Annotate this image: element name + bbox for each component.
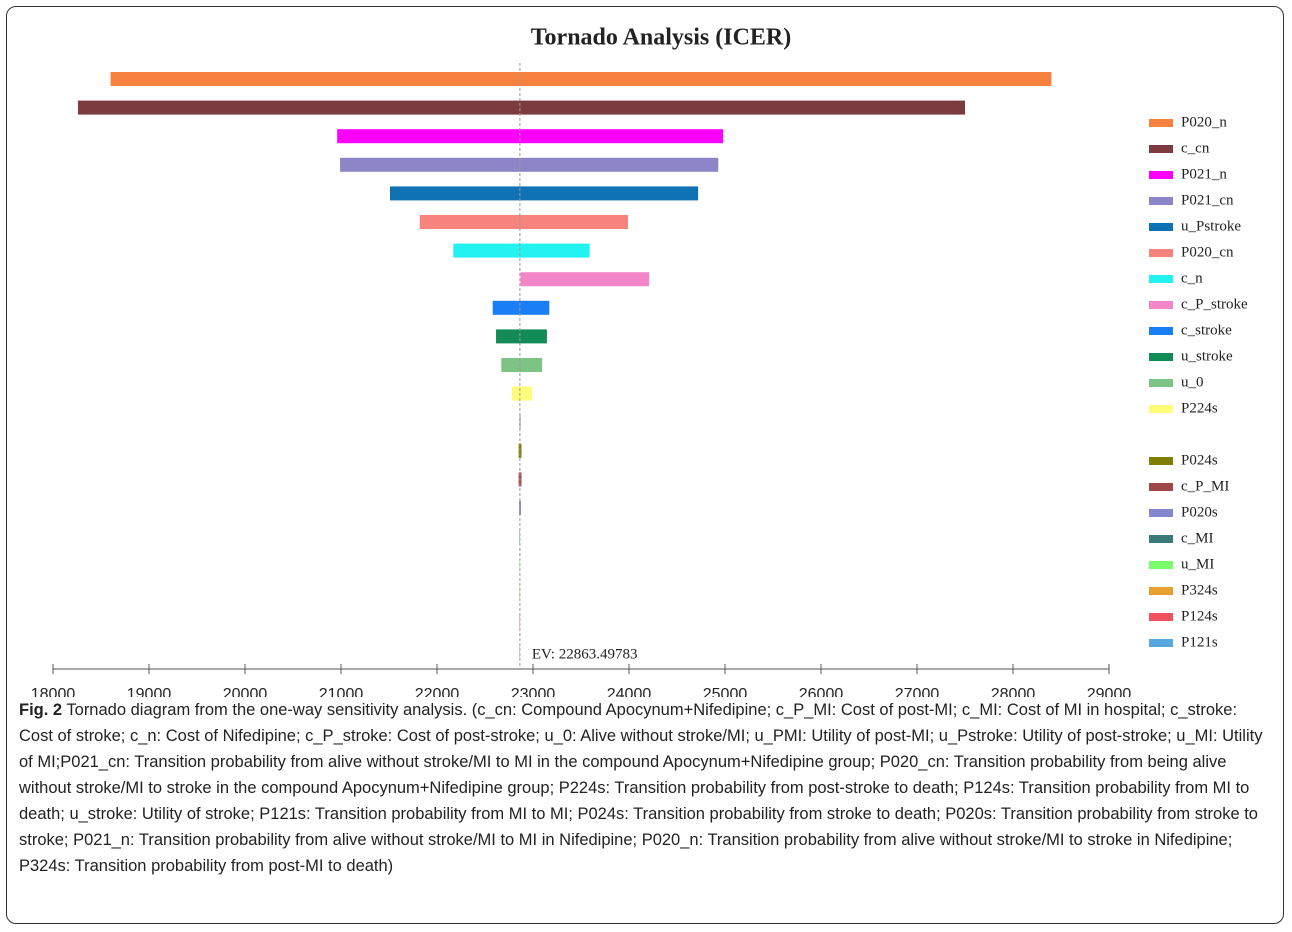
x-tick-label: 22000 <box>415 686 460 697</box>
caption: Fig. 2 Tornado diagram from the one-way … <box>19 697 1274 879</box>
legend-label: u_Pstroke <box>1181 218 1241 234</box>
legend-swatch <box>1149 119 1173 127</box>
x-tick-label: 24000 <box>607 686 652 697</box>
x-tick-label: 23000 <box>511 686 556 697</box>
legend-label: P020_n <box>1181 114 1227 130</box>
legend-swatch <box>1149 145 1173 153</box>
x-tick-label: 25000 <box>703 686 748 697</box>
legend-label: c_cn <box>1181 140 1210 156</box>
bar <box>340 157 719 172</box>
bar <box>453 243 590 258</box>
legend-swatch <box>1149 223 1173 231</box>
legend-label: P324s <box>1181 582 1218 598</box>
legend-label: u_MI <box>1181 556 1214 572</box>
legend-label: u_0 <box>1181 374 1204 390</box>
legend-label: P021_cn <box>1181 192 1234 208</box>
legend-label: c_MI <box>1181 530 1214 546</box>
legend-swatch <box>1149 613 1173 621</box>
legend-swatch <box>1149 587 1173 595</box>
legend-label: P020s <box>1181 504 1218 520</box>
legend-label: P224s <box>1181 400 1218 416</box>
legend-label: P121s <box>1181 634 1218 650</box>
caption-text: Tornado diagram from the one-way sensiti… <box>19 701 1263 875</box>
bar <box>519 415 521 430</box>
legend-swatch <box>1149 249 1173 257</box>
legend-swatch <box>1149 561 1173 569</box>
legend-swatch <box>1149 639 1173 647</box>
legend-swatch <box>1149 197 1173 205</box>
legend-swatch <box>1149 353 1173 361</box>
chart-title: Tornado Analysis (ICER) <box>531 25 792 51</box>
legend-swatch <box>1149 327 1173 335</box>
bar <box>520 272 650 287</box>
bar <box>77 100 965 115</box>
legend-swatch <box>1149 535 1173 543</box>
caption-label: Fig. 2 <box>19 701 63 719</box>
bar <box>501 358 543 372</box>
x-tick-label: 28000 <box>991 686 1036 697</box>
legend-swatch <box>1149 405 1173 413</box>
x-tick-label: 29000 <box>1087 686 1132 697</box>
legend-swatch <box>1149 483 1173 491</box>
legend-swatch <box>1149 301 1173 309</box>
x-tick-label: 26000 <box>799 686 844 697</box>
legend-label: P024s <box>1181 452 1218 468</box>
legend-label: c_stroke <box>1181 322 1232 338</box>
ev-label: EV: 22863.49783 <box>532 646 638 662</box>
bar <box>389 186 699 201</box>
x-tick-label: 21000 <box>319 686 364 697</box>
legend-swatch <box>1149 509 1173 517</box>
x-tick-label: 27000 <box>895 686 940 697</box>
chart: Tornado Analysis (ICER) 18000 19000 20000 2… <box>31 25 1248 698</box>
bar <box>492 300 550 315</box>
x-tick-label: 19000 <box>127 686 172 697</box>
figure: Tornado Analysis (ICER) 18000 19000 20000 2… <box>6 6 1284 924</box>
x-tick-label: 20000 <box>223 686 268 697</box>
legend-label: P124s <box>1181 608 1218 624</box>
legend-swatch <box>1149 379 1173 387</box>
legend-label: P021_n <box>1181 166 1227 182</box>
bar <box>110 72 1052 86</box>
legend-swatch <box>1149 171 1173 179</box>
legend-swatch <box>1149 457 1173 465</box>
bar <box>419 215 629 229</box>
legend-label: c_n <box>1181 270 1203 286</box>
bar <box>496 329 547 344</box>
legend-label: c_P_stroke <box>1181 296 1248 312</box>
legend-label: u_stroke <box>1181 348 1233 364</box>
legend-label: P020_cn <box>1181 244 1234 260</box>
bar <box>337 129 724 144</box>
x-tick-label: 18000 <box>31 686 76 697</box>
bar <box>511 386 533 401</box>
legend-swatch <box>1149 275 1173 283</box>
legend-label: c_P_MI <box>1181 478 1229 494</box>
